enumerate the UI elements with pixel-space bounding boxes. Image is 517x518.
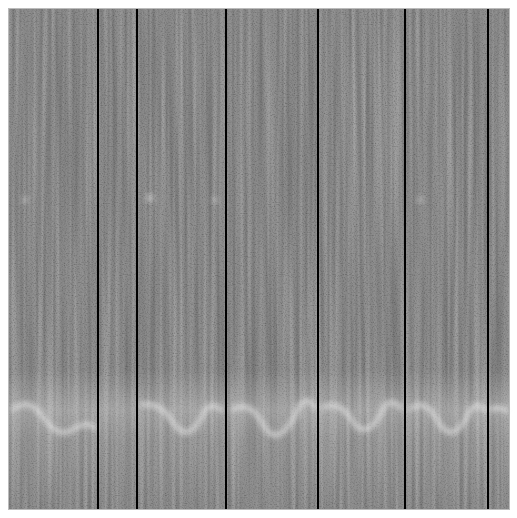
faint-spots [22, 194, 423, 203]
image-border [8, 8, 510, 510]
bright-features [10, 399, 510, 438]
separator-lines [97, 8, 489, 510]
bright-band [8, 8, 510, 510]
